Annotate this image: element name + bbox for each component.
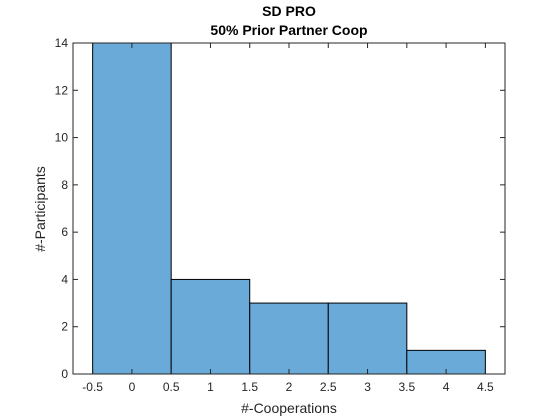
- histogram-bar: [249, 302, 329, 375]
- x-tick-label: 0: [129, 380, 136, 394]
- chart-subtitle: 50% Prior Partner Coop: [210, 22, 367, 38]
- x-tick-label: 3.5: [398, 380, 415, 394]
- y-tick-label: 0: [61, 367, 68, 381]
- y-tick-label: 8: [61, 178, 68, 192]
- histogram-bar: [92, 42, 172, 375]
- x-axis-label: #-Cooperations: [241, 400, 337, 416]
- y-tick-label: 10: [55, 131, 69, 145]
- x-tick-label: 1.5: [241, 380, 258, 394]
- ticks-group: -0.5 0 0.5 1 1.5 2 2.5 3 3.5 4 4.5 0 2 4 6 8 10 12 14: [55, 36, 505, 394]
- y-tick-label: 12: [55, 83, 69, 97]
- y-axis-label: #-Participants: [32, 166, 48, 252]
- y-tick-label: 14: [55, 36, 69, 50]
- y-tick-label: 6: [61, 225, 68, 239]
- x-tick-label: 3: [364, 380, 371, 394]
- histogram-bar: [327, 302, 408, 375]
- bars-group: [92, 42, 486, 375]
- x-tick-label: 4.5: [477, 380, 494, 394]
- x-tick-label: 4: [443, 380, 450, 394]
- x-tick-label: -0.5: [82, 380, 103, 394]
- x-tick-label: 2.5: [320, 380, 337, 394]
- x-tick-label: 0.5: [163, 380, 180, 394]
- x-tick-label: 1: [207, 380, 214, 394]
- y-tick-label: 2: [61, 320, 68, 334]
- histogram-bar: [170, 278, 251, 375]
- chart-title: SD PRO: [262, 3, 316, 19]
- y-tick-label: 4: [61, 272, 68, 286]
- x-tick-label: 2: [286, 380, 293, 394]
